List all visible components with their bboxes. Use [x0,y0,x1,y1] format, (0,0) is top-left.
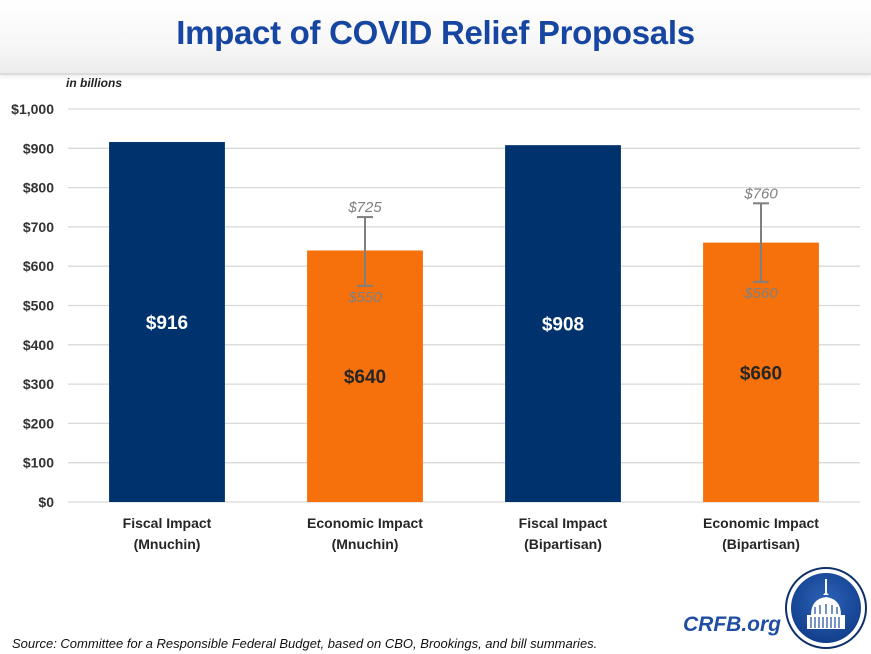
x-category-label: (Mnuchin) [332,536,399,552]
y-tick-label: $100 [23,455,54,471]
header-banner: Impact of COVID Relief Proposals [0,0,871,75]
x-category-label: (Bipartisan) [722,536,800,552]
x-category-label: (Mnuchin) [134,536,201,552]
bar-value-label: $916 [146,313,188,334]
error-low-label: $550 [347,289,382,306]
y-tick-label: $500 [23,298,54,314]
y-tick-label: $400 [23,337,54,353]
x-category-label: Fiscal Impact [519,515,608,531]
bar-value-label: $660 [740,363,782,384]
error-high-label: $725 [347,199,382,216]
bar-value-label: $908 [542,315,584,336]
bar-economic [307,250,423,502]
x-category-label: Fiscal Impact [123,515,212,531]
y-axis-labels: $0 $100 $200 $300 $400 $500 $600 $700 $800 $900 $1… [11,101,54,510]
x-category-label: (Bipartisan) [524,536,602,552]
brand-link[interactable]: CRFB.org [683,613,781,636]
y-tick-label: $600 [23,258,54,274]
bar-fiscal [505,145,621,502]
bar-fiscal [109,142,225,502]
units-note: in billions [66,76,122,90]
x-category-label: Economic Impact [703,515,819,531]
error-low-label: $560 [743,285,778,302]
y-tick-label: $200 [23,415,54,431]
capitol-dome-icon [785,567,867,649]
y-tick-label: $900 [23,140,54,156]
y-tick-label: $0 [38,494,54,510]
y-tick-label: $1,000 [11,101,54,117]
y-tick-label: $300 [23,376,54,392]
bars: $916 $640 $908 $660 [109,142,819,502]
error-high-label: $760 [743,185,778,202]
chart-title: Impact of COVID Relief Proposals [176,14,695,51]
x-axis-labels: Fiscal Impact (Mnuchin) Economic Impact (Mn… [123,515,820,552]
x-category-label: Economic Impact [307,515,423,531]
y-tick-label: $700 [23,219,54,235]
bar-economic [703,242,819,502]
source-note: Source: Committee for a Responsible Fede… [12,636,598,651]
error-bars: $725 $550 $760 $560 [347,185,778,306]
y-tick-label: $800 [23,180,54,196]
bar-value-label: $640 [344,367,386,388]
